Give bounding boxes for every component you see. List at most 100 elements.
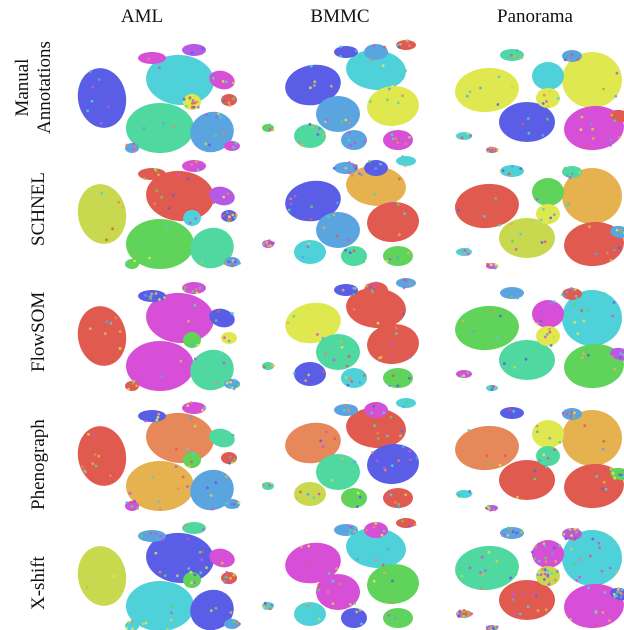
point (364, 76, 367, 79)
point (229, 386, 232, 389)
point (390, 416, 393, 419)
point (548, 90, 551, 93)
point (544, 557, 547, 560)
point (373, 44, 376, 47)
point (360, 542, 363, 545)
row-title-line-1: Manual (12, 41, 34, 134)
point (544, 545, 547, 548)
point (540, 320, 543, 323)
point (405, 279, 408, 282)
point (613, 368, 616, 371)
point (355, 611, 358, 614)
point (353, 530, 356, 533)
point (225, 475, 228, 478)
cluster (365, 84, 420, 128)
point (300, 546, 303, 549)
point (613, 119, 616, 122)
point (365, 529, 368, 532)
point (289, 197, 292, 200)
point (458, 610, 461, 613)
point (150, 293, 153, 296)
point (190, 416, 193, 419)
point (407, 251, 410, 254)
point (552, 336, 555, 339)
point (539, 459, 542, 462)
point (97, 455, 100, 458)
point (317, 133, 320, 136)
point (293, 372, 296, 375)
point (482, 573, 485, 576)
point (510, 223, 513, 226)
scatter-panel-panorama-row-4 (452, 398, 622, 510)
point (227, 260, 230, 263)
point (457, 209, 460, 212)
point (374, 167, 377, 170)
point (503, 534, 506, 537)
point (352, 287, 355, 290)
point (566, 413, 569, 416)
point (85, 100, 88, 103)
point (192, 99, 195, 102)
point (155, 292, 158, 295)
cluster (383, 130, 413, 150)
point (163, 296, 166, 299)
point (314, 608, 317, 611)
point (319, 440, 322, 443)
point (608, 619, 611, 622)
point (519, 613, 522, 616)
scatter-panel-panorama-row-5 (452, 518, 622, 630)
point (615, 571, 618, 574)
point (358, 55, 361, 58)
point (609, 468, 612, 471)
point (516, 49, 519, 52)
point (212, 201, 215, 204)
point (566, 314, 569, 317)
point (467, 611, 470, 614)
point (219, 116, 222, 119)
point (87, 433, 90, 436)
point (371, 290, 374, 293)
point (580, 128, 583, 131)
point (157, 416, 160, 419)
point (224, 576, 227, 579)
point (271, 129, 274, 132)
point (396, 256, 399, 259)
point (416, 457, 419, 460)
cluster (365, 200, 420, 244)
point (578, 576, 581, 579)
point (490, 310, 493, 313)
cluster (73, 542, 131, 609)
point (565, 537, 568, 540)
point (547, 105, 550, 108)
point (409, 524, 412, 527)
point (550, 344, 553, 347)
point (334, 557, 337, 560)
point (110, 322, 113, 325)
point (612, 472, 615, 475)
point (215, 481, 218, 484)
point (540, 219, 543, 222)
point (603, 587, 606, 590)
point (487, 150, 490, 153)
point (601, 487, 604, 490)
point (318, 618, 321, 621)
point (619, 118, 622, 121)
point (125, 501, 128, 504)
point (119, 347, 122, 350)
point (503, 362, 506, 365)
point (401, 94, 404, 97)
point (236, 622, 239, 625)
point (481, 556, 484, 559)
point (520, 57, 523, 60)
point (470, 612, 473, 615)
point (511, 86, 514, 89)
point (171, 557, 174, 560)
point (348, 122, 351, 125)
point (398, 178, 401, 181)
point (585, 145, 588, 148)
point (602, 440, 605, 443)
point (598, 546, 601, 549)
point (403, 282, 406, 285)
point (119, 330, 122, 333)
point (215, 382, 218, 385)
